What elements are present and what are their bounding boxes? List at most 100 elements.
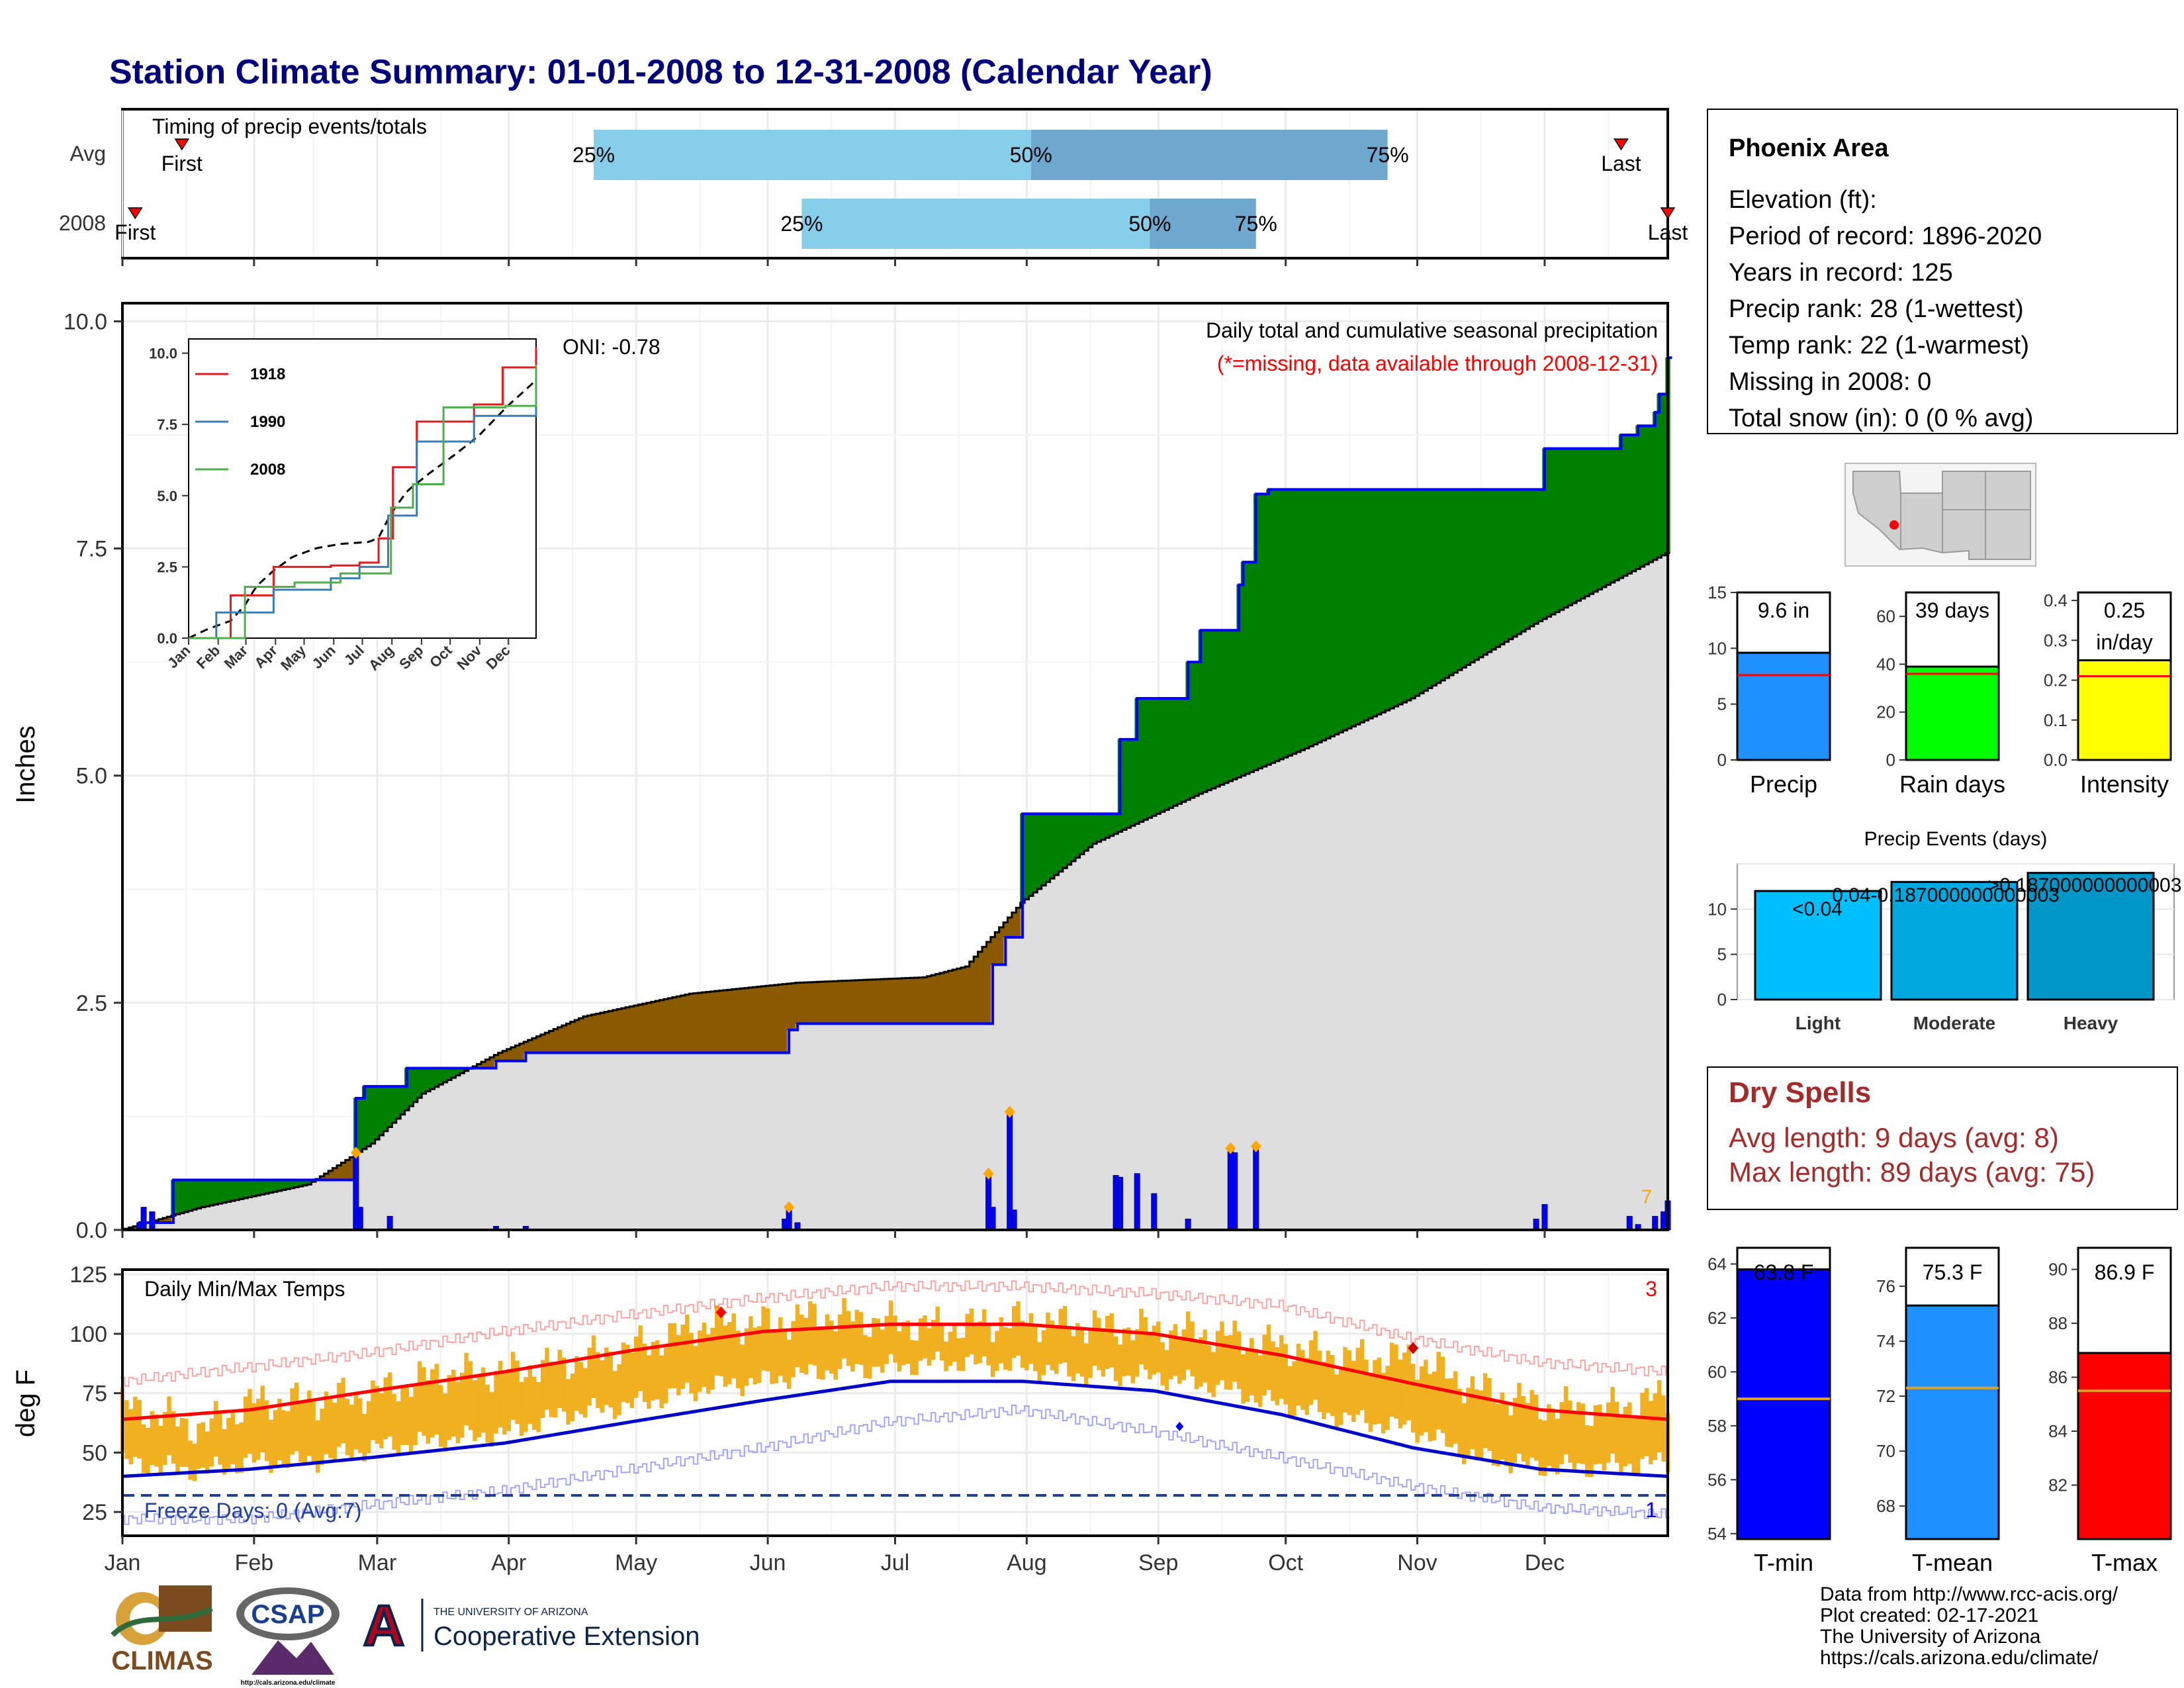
station-info-box: Phoenix Area Elevation (ft): Period of r… bbox=[1707, 109, 2178, 434]
dry-spells-box: Dry Spells Avg length: 9 days (avg: 8) M… bbox=[1707, 1066, 2178, 1210]
temp-ytick-label-1: 50 bbox=[82, 1440, 107, 1466]
temp-bar-tick-label-0-3: 60 bbox=[1707, 1362, 1727, 1382]
csap-logo-mountain bbox=[251, 1640, 334, 1675]
timing-row-2008-label: 2008 bbox=[59, 211, 106, 235]
precip-daily-bars bbox=[136, 1105, 1671, 1231]
timing-last-marker-Avg bbox=[1614, 138, 1629, 151]
climas-logo-block bbox=[159, 1585, 212, 1632]
event-bar-text-heavy: >0.187000000000003 bbox=[1988, 874, 2182, 896]
temp-axis-label-2: T-max bbox=[2091, 1549, 2158, 1576]
month-label-Aug: Aug bbox=[1007, 1550, 1047, 1575]
figure-title: Station Climate Summary: 01-01-2008 to 1… bbox=[109, 53, 1212, 91]
month-label-May: May bbox=[615, 1550, 657, 1575]
climas-logo-swoosh bbox=[111, 1606, 213, 1637]
summary-tick-label-2-4: 0.4 bbox=[2044, 590, 2068, 610]
dry-spells-avg: Avg length: 9 days (avg: 8) bbox=[1729, 1122, 2059, 1153]
temp-y-axis: 25 50 75 100 125 bbox=[69, 1262, 122, 1525]
station-name: Phoenix Area bbox=[1729, 134, 1889, 162]
precip-missing-note: (*=missing, data available through 2008-… bbox=[1217, 352, 1658, 375]
daily-record-marker bbox=[1225, 1142, 1236, 1154]
month-label-Jan: Jan bbox=[105, 1550, 141, 1575]
events-ytick-label-0: 0 bbox=[1717, 990, 1727, 1009]
temp-bar-tick-label-0-5: 64 bbox=[1707, 1254, 1727, 1274]
daily-precip-bar bbox=[387, 1215, 393, 1231]
event-axis-label-light: Light bbox=[1796, 1013, 1841, 1033]
record-low-marker bbox=[1175, 1421, 1184, 1431]
dry-spells-title: Dry Spells bbox=[1729, 1076, 1871, 1109]
daily-precip-bar bbox=[1185, 1219, 1191, 1231]
timing-bar-lower-2008 bbox=[801, 199, 1150, 249]
temp-bar-tick-label-0-2: 58 bbox=[1707, 1416, 1727, 1436]
temp-bar-tick-label-2-0: 82 bbox=[2048, 1476, 2068, 1495]
summary-bar-charts: 0 5 10 15 9.6 in Precip 0 20 40 60 39 days Rain day… bbox=[1707, 583, 2172, 798]
timing-first-label-2008: First bbox=[114, 220, 156, 244]
daily-precip-bar bbox=[357, 1207, 363, 1231]
daily-precip-bar bbox=[149, 1211, 156, 1231]
precip-header: Daily total and cumulative seasonal prec… bbox=[1206, 318, 1658, 342]
events-ytick-label-2: 10 bbox=[1707, 899, 1727, 919]
event-bar-light bbox=[1754, 890, 1882, 1001]
credit-line-url: https://cals.arizona.edu/climate/ bbox=[1820, 1647, 2099, 1669]
csap-logo-text: CSAP bbox=[251, 1600, 324, 1629]
summary-bar-2 bbox=[2077, 659, 2172, 761]
temp-value-label-1: 75.3 F bbox=[1923, 1260, 1983, 1284]
precip-ytick-label-0: 0.0 bbox=[76, 1218, 107, 1243]
timing-panel-label: Timing of precip events/totals bbox=[152, 115, 427, 138]
temp-value-label-0: 63.8 F bbox=[1754, 1260, 1814, 1284]
freeze-days-label: Freeze Days: 0 (Avg:7) bbox=[144, 1499, 361, 1523]
temp-ytick-label-2: 75 bbox=[82, 1382, 107, 1407]
timing-q50-label-2008: 50% bbox=[1128, 212, 1171, 236]
station-line-precip-rank: Precip rank: 28 (1-wettest) bbox=[1729, 295, 2024, 323]
month-label-Dec: Dec bbox=[1525, 1550, 1565, 1575]
precip-events-content: 0 5 10 Light Moderate Heavy <0.040.04-0.187000… bbox=[1707, 863, 2182, 1033]
summary-tick-label-1-0: 0 bbox=[1886, 750, 1895, 770]
summary-tick-label-0-3: 15 bbox=[1707, 583, 1727, 602]
temp-bar-tick-label-1-2: 72 bbox=[1876, 1386, 1895, 1406]
daily-precip-bar bbox=[1232, 1152, 1238, 1231]
normal-max-line bbox=[122, 1323, 1668, 1421]
climas-logo-text: CLIMAS bbox=[111, 1646, 212, 1675]
timing-last-label-2008: Last bbox=[1648, 220, 1688, 244]
month-label-Mar: Mar bbox=[358, 1550, 397, 1575]
temp-bar-tick-label-2-3: 88 bbox=[2048, 1313, 2068, 1333]
daily-precip-bar bbox=[140, 1207, 147, 1231]
event-axis-label-heavy: Heavy bbox=[2064, 1013, 2118, 1033]
inset-ytick-label-0: 0.0 bbox=[157, 630, 177, 647]
event-bar-text-moderate: 0.04-0.187000000000003 bbox=[1832, 884, 2060, 906]
inset-series-2008 bbox=[189, 364, 537, 639]
station-line-elevation: Elevation (ft): bbox=[1729, 186, 1877, 214]
summary-value-label-2: 0.25 bbox=[2104, 598, 2145, 622]
month-axis: Jan Feb Mar Apr May Jun Jul Aug Sep Oct Nov Dec bbox=[105, 1536, 1565, 1575]
daily-precip-bar bbox=[1011, 1209, 1017, 1231]
climas-logo: CLIMAS bbox=[111, 1585, 213, 1675]
temp-bar-tick-label-2-4: 90 bbox=[2048, 1260, 2068, 1280]
month-label-Nov: Nov bbox=[1397, 1550, 1437, 1575]
csap-logo-cloud-inner bbox=[244, 1594, 332, 1634]
daily-temp-range-bars bbox=[120, 1297, 1670, 1481]
timing-bar-upper-2008 bbox=[1150, 199, 1256, 249]
temp-bar-tick-label-0-0: 54 bbox=[1707, 1524, 1727, 1544]
summary-value-label-2: in/day bbox=[2096, 630, 2152, 654]
summary-value-label-1: 39 days bbox=[1915, 598, 1989, 622]
temp-bar-tick-label-0-4: 62 bbox=[1707, 1308, 1727, 1328]
temp-bar-tick-label-2-2: 86 bbox=[2048, 1368, 2068, 1387]
summary-tick-label-2-2: 0.2 bbox=[2044, 671, 2068, 690]
timing-q25-label-Avg: 25% bbox=[572, 143, 615, 167]
temp-content bbox=[120, 1280, 1670, 1525]
dry-spells-max: Max length: 89 days (avg: 75) bbox=[1729, 1156, 2095, 1188]
precip-cumulative-fill bbox=[120, 356, 1672, 1231]
summary-bar-0 bbox=[1736, 651, 1831, 761]
event-axis-label-moderate: Moderate bbox=[1913, 1013, 1995, 1033]
events-ytick-label-1: 5 bbox=[1717, 945, 1727, 964]
summary-bar-1 bbox=[1905, 665, 2000, 761]
summary-tick-label-1-1: 20 bbox=[1876, 702, 1895, 722]
timing-first-marker-2008 bbox=[127, 207, 143, 220]
record-high-marker bbox=[1408, 1342, 1419, 1354]
dry-spells-border bbox=[1707, 1066, 2178, 1210]
summary-tick-label-0-1: 5 bbox=[1717, 694, 1727, 714]
summary-tick-label-0-2: 10 bbox=[1707, 638, 1727, 658]
month-label-Apr: Apr bbox=[491, 1550, 526, 1575]
summary-axis-label-0: Precip bbox=[1750, 771, 1817, 798]
timing-last-label-Avg: Last bbox=[1601, 152, 1641, 175]
